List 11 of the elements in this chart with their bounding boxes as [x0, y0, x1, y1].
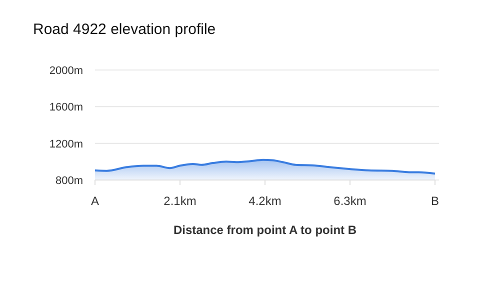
- y-tick-label: 800m: [55, 175, 83, 187]
- x-axis-title: Distance from point A to point B: [173, 223, 357, 237]
- x-tick-label: B: [430, 194, 440, 208]
- x-tick-label: 2.1km: [164, 194, 196, 208]
- y-tick-label: 1600m: [49, 102, 83, 114]
- y-tick-label: 2000m: [49, 65, 83, 77]
- x-tick-label: A: [90, 194, 100, 208]
- chart-title: Road 4922 elevation profile: [33, 21, 216, 38]
- x-tick-label: 6.3km: [334, 194, 366, 208]
- x-tick-label: 4.2km: [248, 194, 282, 208]
- y-tick-label: 1200m: [49, 138, 83, 150]
